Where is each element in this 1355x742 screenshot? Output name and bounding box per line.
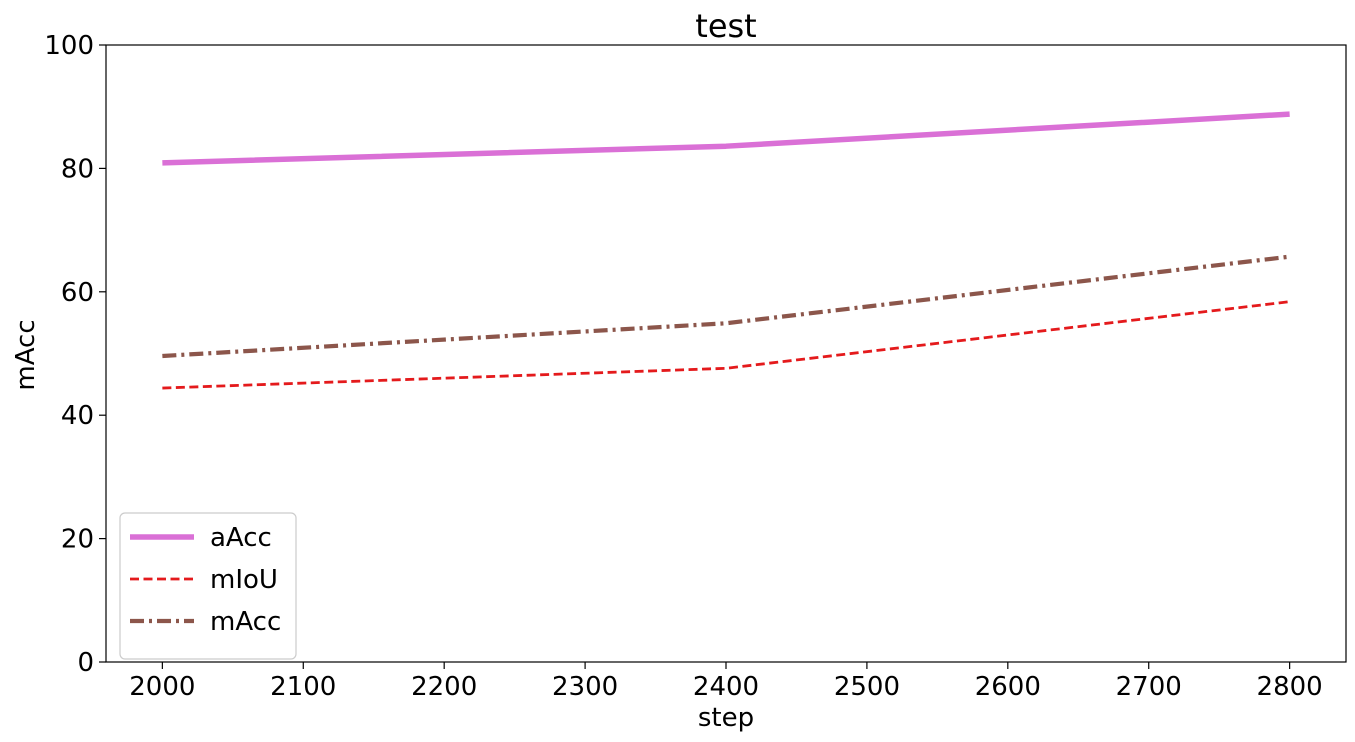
legend-label-macc: mAcc — [210, 607, 281, 637]
series-line-macc — [162, 254, 1290, 359]
y-tick-label: 40 — [61, 401, 94, 431]
x-tick-label: 2200 — [411, 672, 477, 702]
x-tick-label: 2800 — [1257, 672, 1323, 702]
y-tick-label: 60 — [61, 278, 94, 308]
y-tick-label: 80 — [61, 154, 94, 184]
legend: aAcc mIoU mAcc — [119, 512, 297, 660]
x-tick-label: 2400 — [693, 672, 759, 702]
x-tick-label: 2300 — [552, 672, 618, 702]
series-lines — [162, 111, 1290, 390]
x-axis-title: step — [698, 703, 754, 733]
x-tick-label: 2100 — [270, 672, 336, 702]
y-tick-label: 0 — [77, 648, 94, 678]
x-tick-label: 2700 — [1116, 672, 1182, 702]
chart-title: test — [695, 7, 756, 45]
series-line-aacc — [162, 111, 1290, 166]
y-tick-label: 100 — [44, 31, 94, 61]
x-tick-label: 2600 — [975, 672, 1041, 702]
x-tick-label: 2000 — [129, 672, 195, 702]
legend-label-miou: mIoU — [210, 565, 278, 595]
y-axis-title: mAcc — [11, 319, 41, 390]
y-tick-label: 20 — [61, 525, 94, 555]
legend-label-aacc: aAcc — [210, 523, 272, 553]
x-tick-label: 2500 — [834, 672, 900, 702]
axis-ticks: 2000 2100 2200 2300 2400 2500 2600 2700 2800 0 20 4… — [44, 31, 1322, 702]
